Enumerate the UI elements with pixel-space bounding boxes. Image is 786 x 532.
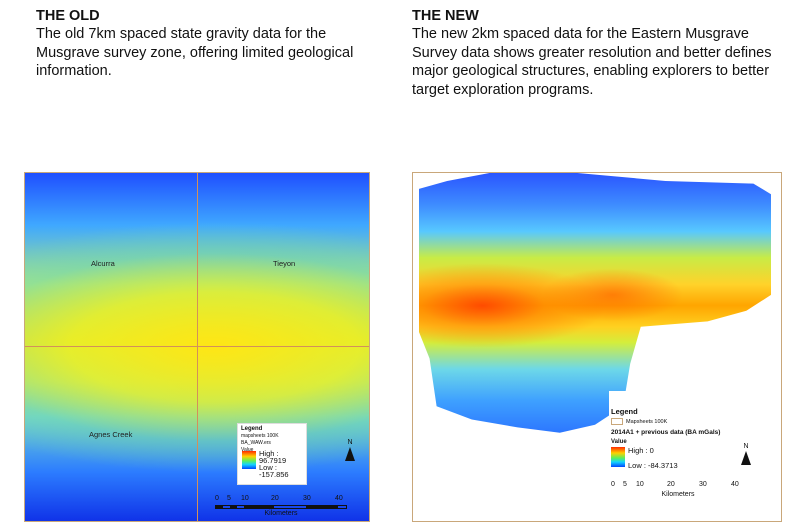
scale-bar: 0 5 10 20 30 40 Kilometers [215,495,347,517]
sheet-label-agnes-creek: Agnes Creek [89,430,133,439]
legend-sheet-entry: mapsheets 100K [241,433,279,439]
scale-tick: 20 [271,495,279,502]
sheet-label-alcurra: Alcurra [91,259,115,268]
new-gravity-map: Legend Mapsheets 100K 2014A1 + previous … [412,172,782,522]
north-arrow-icon: N [343,439,357,461]
scale-tick: 30 [699,481,707,488]
north-arrow-icon: N [739,443,753,465]
legend-title: Legend [241,426,263,432]
legend-low: Low : -157.856 [259,463,289,479]
old-description: The old 7km spaced state gravity data fo… [36,26,354,79]
scale-unit: Kilometers [264,510,298,517]
scale-tick: 5 [623,481,627,488]
mapsheet-boundary [197,173,198,521]
legend-layer: BA_WAW.ers [241,440,271,446]
mapsheet-boundary [25,346,369,347]
new-column: THE NEW The new 2km spaced data for the … [412,8,782,99]
scale-tick: 40 [731,481,739,488]
old-heading: THE OLD [36,8,100,24]
scale-tick: 10 [241,495,249,502]
old-column: THE OLD The old 7km spaced state gravity… [36,8,376,81]
scale-tick: 30 [303,495,311,502]
scale-tick: 0 [215,495,219,502]
scale-unit: Kilometers [661,491,695,498]
scale-tick: 40 [335,495,343,502]
legend-color-ramp [242,451,256,469]
new-description: The new 2km spaced data for the Eastern … [412,26,772,98]
legend-high: High : 96.7919 [259,449,287,465]
old-gravity-map: Alcurra Tieyon Agnes Creek Legend mapshe… [24,172,370,522]
new-heading: THE NEW [412,8,479,24]
scale-tick: 0 [611,481,615,488]
legend-value-label: Value [241,447,254,453]
legend-value-label: Value [611,439,627,445]
legend-title: Legend [611,407,638,416]
scale-tick: 20 [667,481,675,488]
sheet-label-tieyon: Tieyon [273,259,296,268]
legend-layer: 2014A1 + previous data (BA mGals) [611,429,721,436]
scale-bar: 0 5 10 20 30 40 Kilometers [611,481,745,498]
legend-high: High : 0 [628,446,654,455]
legend-low: Low : -84.3713 [628,461,678,470]
legend-sheet-entry: Mapsheets 100K [611,418,667,425]
scale-tick: 5 [227,495,231,502]
new-map-legend: Legend Mapsheets 100K 2014A1 + previous … [609,391,779,519]
old-map-legend: Legend mapsheets 100K BA_WAW.ers Value H… [237,423,307,485]
scale-tick: 10 [636,481,644,488]
legend-color-ramp [611,447,625,467]
